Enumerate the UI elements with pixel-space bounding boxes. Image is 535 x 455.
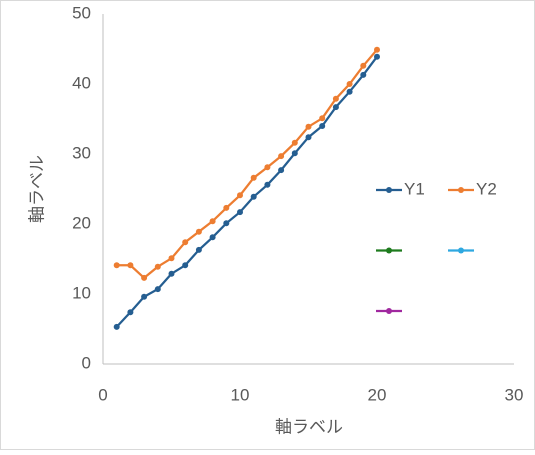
point bbox=[278, 167, 285, 174]
point bbox=[154, 286, 161, 293]
x-tick-label: 10 bbox=[231, 385, 250, 404]
point bbox=[332, 104, 339, 111]
point bbox=[305, 134, 312, 141]
point bbox=[374, 46, 380, 53]
point bbox=[141, 274, 148, 281]
y-tick-label: 50 bbox=[72, 3, 91, 22]
point bbox=[346, 81, 353, 87]
point bbox=[168, 255, 175, 262]
point bbox=[223, 220, 230, 227]
point bbox=[127, 262, 134, 269]
y-tick-label: 30 bbox=[72, 143, 91, 162]
point bbox=[209, 234, 216, 241]
x-tick-label: 30 bbox=[505, 385, 524, 404]
x-tick-label: 0 bbox=[98, 385, 107, 404]
point bbox=[195, 228, 202, 235]
point bbox=[237, 192, 243, 199]
point bbox=[319, 123, 326, 129]
point bbox=[237, 209, 243, 216]
point bbox=[141, 293, 148, 300]
point bbox=[374, 53, 380, 60]
point bbox=[346, 88, 353, 95]
legend-marker bbox=[458, 247, 464, 254]
y-axis-title: 軸ラベル bbox=[27, 155, 46, 223]
point bbox=[182, 262, 189, 269]
point bbox=[291, 150, 298, 157]
legend-marker bbox=[386, 308, 392, 314]
y-tick-label: 10 bbox=[72, 283, 91, 302]
point bbox=[168, 270, 175, 277]
y-tick-label: 20 bbox=[72, 213, 91, 232]
point bbox=[264, 181, 271, 188]
legend-marker bbox=[458, 187, 464, 193]
point bbox=[264, 164, 271, 171]
point bbox=[319, 115, 326, 122]
point bbox=[113, 262, 120, 269]
point bbox=[127, 309, 134, 316]
point bbox=[360, 62, 367, 69]
y-tick-label: 0 bbox=[82, 353, 91, 372]
legend-label: Y1 bbox=[404, 179, 425, 198]
point bbox=[250, 174, 257, 181]
point bbox=[278, 153, 285, 160]
point bbox=[195, 246, 202, 253]
point bbox=[113, 323, 120, 330]
point bbox=[223, 204, 230, 211]
legend-label: Y2 bbox=[476, 179, 497, 198]
point bbox=[305, 123, 312, 130]
point bbox=[209, 218, 216, 225]
x-tick-label: 20 bbox=[368, 385, 387, 404]
series-line bbox=[115, 56, 378, 328]
point bbox=[154, 263, 161, 270]
legend-marker bbox=[386, 247, 392, 254]
point bbox=[291, 139, 298, 146]
point bbox=[250, 193, 257, 200]
point bbox=[182, 239, 189, 246]
legend-marker bbox=[386, 187, 392, 193]
x-axis-title: 軸ラベル bbox=[275, 417, 343, 436]
point bbox=[332, 95, 339, 102]
point bbox=[360, 71, 367, 78]
y-tick-label: 40 bbox=[72, 73, 91, 92]
